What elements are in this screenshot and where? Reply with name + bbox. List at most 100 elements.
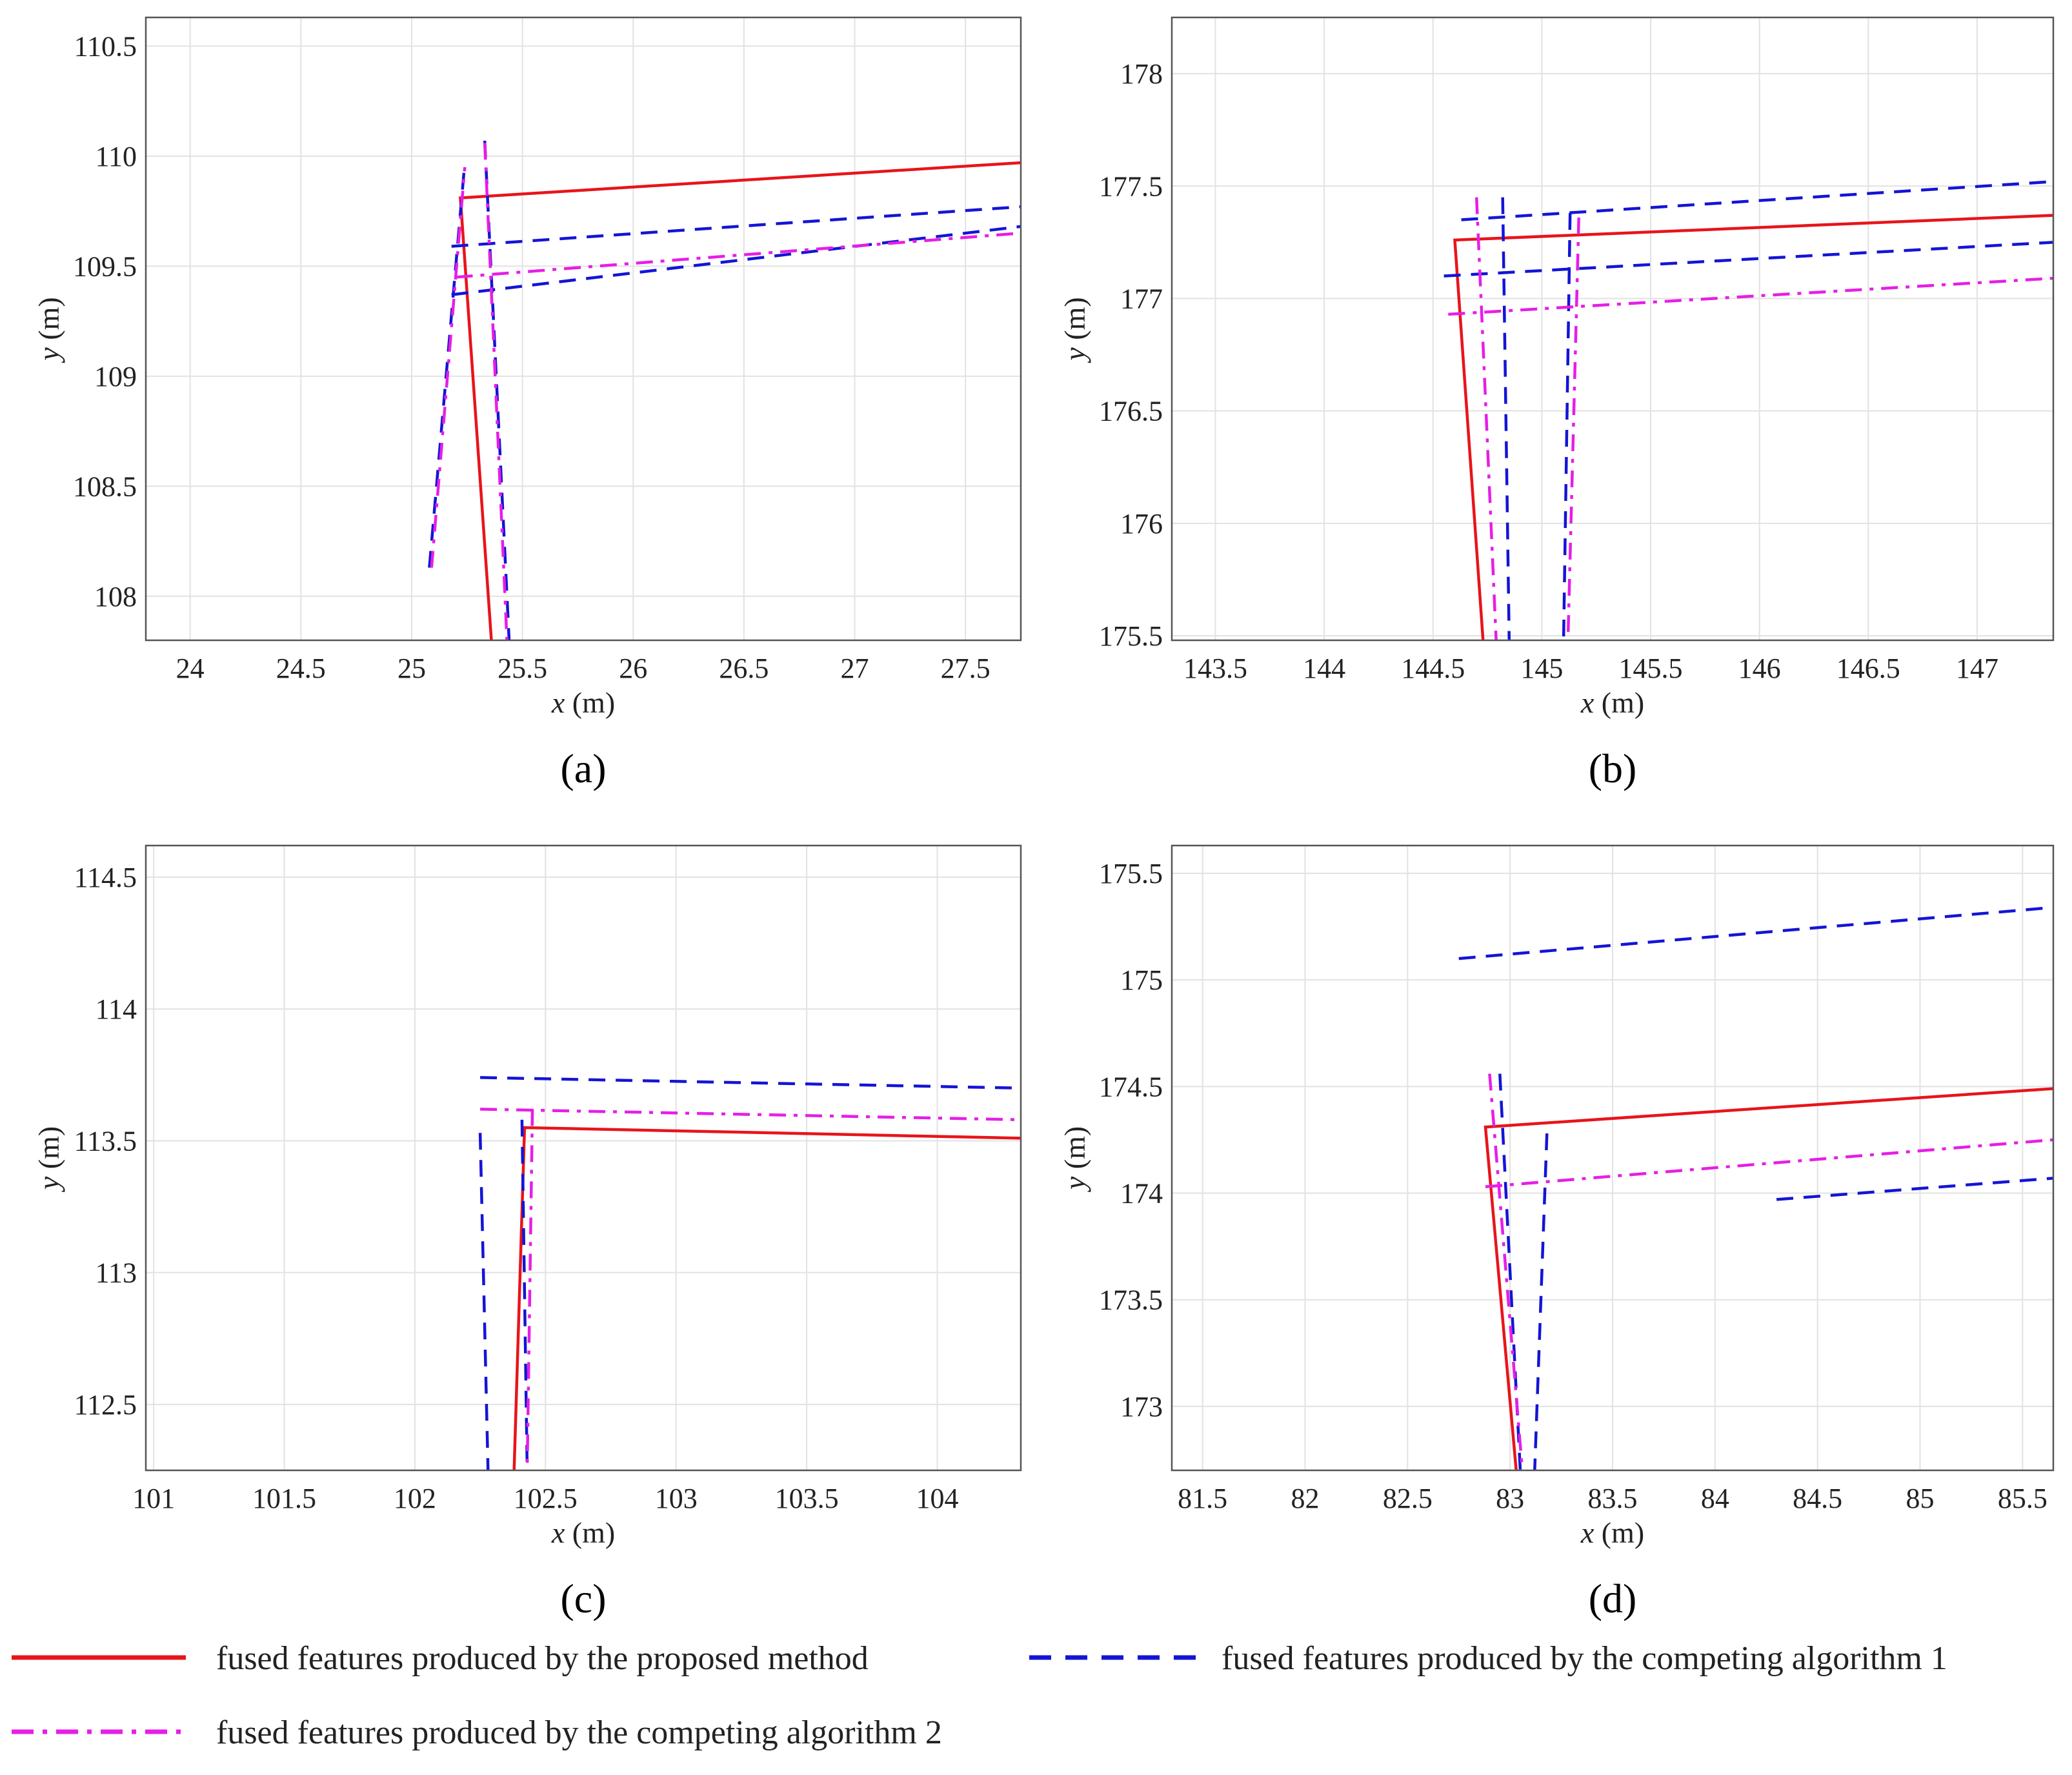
panel-c-line-competing2 [480, 1108, 1021, 1122]
panel-b-grid [1172, 17, 2053, 640]
panel-b-y-tick-label: 177 [1120, 283, 1163, 314]
legend-item-competing1: fused features produced by the competing… [1029, 1640, 1947, 1677]
panel-b-label: (b) [1589, 746, 1637, 791]
panel-d-y-tick-label: 174.5 [1099, 1071, 1163, 1102]
panel-b-y-tick-label: 176 [1120, 508, 1163, 540]
panel-c: 101 101.5 102 102.5 103 103.5 104 112.5 113 113.… [32, 844, 1022, 1621]
panel-a-series [428, 140, 1021, 640]
panel-d-x-tick-label: 84 [1701, 1483, 1729, 1514]
panel-c-y-tick-label: 112.5 [74, 1389, 137, 1421]
panel-a-y-tick-label: 109.5 [73, 250, 137, 282]
panel-a-x-tick-labels: 24 24.5 25 25.5 26 26.5 27 27.5 [176, 653, 991, 684]
legend-label-competing2: fused features produced by the competing… [216, 1714, 942, 1751]
panel-c-y-axis-label: y (m) [32, 1126, 65, 1192]
panel-b-x-tick-label: 143.5 [1183, 653, 1247, 684]
panel-a-grid [146, 17, 1021, 640]
panel-c-x-tick-label: 102 [394, 1483, 436, 1514]
panel-d-line-competing1 [1458, 906, 2053, 960]
panel-d-line-competing1 [1533, 1133, 1549, 1470]
panel-b-line-competing1 [1501, 197, 1511, 640]
panel-a-line-competing2 [483, 143, 508, 640]
panel-b-line-competing2 [1566, 218, 1580, 640]
panel-d: 81.5 82 82.5 83 83.5 84 84.5 85 85.5 173 173.5 174… [1058, 844, 2055, 1621]
panel-c-y-tick-labels: 112.5 113 113.5 114 114.5 [74, 862, 137, 1421]
panel-c-line-competing1 [478, 1133, 490, 1470]
legend: fused features produced by the proposed … [12, 1640, 1947, 1751]
panel-d-x-axis-label: x (m) [1580, 1516, 1644, 1549]
panel-d-y-tick-label: 174 [1120, 1178, 1163, 1210]
panel-a-line-competing1 [428, 162, 467, 568]
panel-b-line-competing1 [1443, 241, 2053, 278]
panel-b-y-tick-label: 177.5 [1099, 170, 1163, 202]
panel-d-series [1458, 906, 2053, 1470]
panel-a-y-tick-label: 110.5 [74, 30, 137, 62]
panel-c-line-competing2 [525, 1109, 534, 1470]
panel-a-x-tick-label: 25.5 [498, 653, 547, 684]
panel-b-x-tick-label: 144.5 [1401, 653, 1465, 684]
panel-d-line-competing2 [1485, 1138, 2053, 1188]
panel-d-x-tick-label: 85 [1906, 1483, 1935, 1514]
panel-b-line-competing1 [1562, 213, 1572, 640]
panel-d-line-proposed [1484, 1087, 2053, 1470]
panel-c-x-tick-label: 103.5 [775, 1483, 839, 1514]
legend-item-proposed: fused features produced by the proposed … [12, 1640, 869, 1677]
panel-d-y-tick-label: 175.5 [1099, 858, 1163, 889]
panel-a-y-tick-label: 108.5 [73, 471, 137, 502]
panel-a-x-axis-label: x (m) [551, 686, 615, 719]
panel-b-line-competing1 [1461, 180, 2053, 221]
panel-c-line-competing1 [520, 1119, 529, 1470]
panel-d-x-tick-label: 83.5 [1588, 1483, 1638, 1514]
panel-c-x-tick-label: 104 [916, 1483, 958, 1514]
panel-d-y-tick-label: 173.5 [1099, 1284, 1163, 1316]
panel-c-x-tick-labels: 101 101.5 102 102.5 103 103.5 104 [132, 1483, 958, 1514]
panel-d-line-competing1 [1776, 1177, 2053, 1201]
panel-a-label: (a) [560, 746, 606, 791]
panel-d-label: (d) [1589, 1576, 1637, 1621]
panel-b: 143.5 144 144.5 145 145.5 146 146.5 147 175.517… [1058, 16, 2055, 791]
panel-b-x-tick-label: 144 [1303, 653, 1345, 684]
panel-b-y-tick-label: 178 [1120, 58, 1163, 90]
panel-c-x-tick-label: 101 [132, 1483, 175, 1514]
panel-d-y-axis-label: y (m) [1058, 1126, 1091, 1192]
panel-c-y-tick-label: 114 [96, 993, 137, 1025]
panel-d-x-tick-label: 85.5 [1998, 1483, 2047, 1514]
panel-d-x-tick-label: 81.5 [1178, 1483, 1227, 1514]
panel-d-x-tick-label: 83 [1496, 1483, 1524, 1514]
panel-b-x-tick-labels: 143.5 144 144.5 145 145.5 146 146.5 147 [1183, 653, 1998, 684]
panel-c-y-tick-label: 113 [96, 1257, 137, 1289]
panel-a-y-tick-label: 110 [96, 141, 137, 172]
panel-a-x-tick-label: 27.5 [941, 653, 991, 684]
panel-a-line-proposed [459, 161, 1021, 640]
panel-c-series [478, 1076, 1021, 1470]
panel-c-y-tick-label: 114.5 [74, 862, 137, 893]
panel-b-y-tick-labels: 175.5 176 176.5 177 177.5 178 [1099, 58, 1163, 652]
panel-b-x-tick-label: 145.5 [1619, 653, 1683, 684]
panel-c-grid [146, 846, 1021, 1470]
panel-d-axes-frame [1171, 844, 2055, 1472]
panel-a-x-tick-label: 26 [619, 653, 647, 684]
panel-c-x-tick-label: 102.5 [514, 1483, 578, 1514]
panel-a: 24 24.5 25 25.5 26 26.5 27 27.5 108 108.5 109 109.… [32, 16, 1022, 791]
panel-a-line-competing2 [456, 231, 1021, 279]
panel-a-y-axis-label: y (m) [32, 297, 65, 363]
panel-b-axes-frame [1171, 16, 2055, 642]
panel-a-x-tick-label: 24 [176, 653, 205, 684]
panel-a-x-tick-label: 26.5 [719, 653, 769, 684]
panel-b-x-tick-label: 146.5 [1836, 653, 1900, 684]
panel-a-y-tick-labels: 108 108.5 109 109.5 110 110.5 [73, 30, 137, 612]
panel-b-line-proposed [1453, 214, 2053, 640]
panel-b-x-tick-label: 147 [1956, 653, 1998, 684]
panel-b-x-tick-label: 145 [1520, 653, 1563, 684]
panel-c-y-tick-label: 113.5 [74, 1125, 137, 1157]
panel-a-line-competing2 [430, 167, 467, 568]
legend-label-proposed: fused features produced by the proposed … [216, 1640, 869, 1677]
panel-a-y-tick-label: 108 [94, 581, 137, 613]
panel-d-x-tick-label: 84.5 [1793, 1483, 1842, 1514]
panel-d-x-tick-labels: 81.5 82 82.5 83 83.5 84 84.5 85 85.5 [1178, 1483, 2047, 1514]
panel-b-line-competing2 [1474, 197, 1498, 640]
panel-b-series [1443, 180, 2053, 640]
panel-a-y-tick-label: 109 [94, 361, 137, 392]
panel-c-x-tick-label: 101.5 [252, 1483, 316, 1514]
panel-b-x-axis-label: x (m) [1580, 686, 1644, 719]
panel-a-x-tick-label: 24.5 [276, 653, 326, 684]
